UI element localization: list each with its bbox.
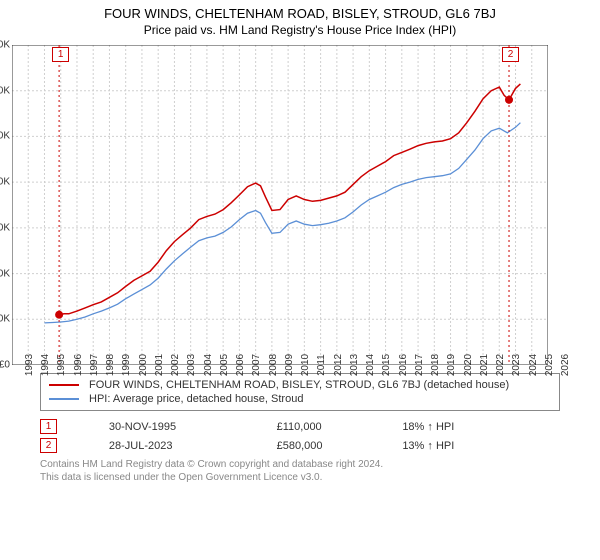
marker-number-badge: 1 xyxy=(40,419,57,434)
x-axis-label: 2026 xyxy=(548,354,571,376)
marker-date-cell: 28-JUL-2023 xyxy=(109,436,277,455)
chart-title-main: FOUR WINDS, CHELTENHAM ROAD, BISLEY, STR… xyxy=(0,0,600,21)
legend-item: HPI: Average price, detached house, Stro… xyxy=(49,392,551,406)
legend: FOUR WINDS, CHELTENHAM ROAD, BISLEY, STR… xyxy=(40,373,560,411)
sale-marker-badge: 1 xyxy=(52,47,69,62)
marker-num-cell: 1 xyxy=(40,417,109,436)
y-axis-label: £200K xyxy=(0,268,12,279)
marker-delta-cell: 13% ↑ HPI xyxy=(402,436,540,455)
series-line-hpi xyxy=(45,123,521,323)
y-axis-label: £500K xyxy=(0,131,12,142)
y-axis-label: £100K xyxy=(0,314,12,325)
footer-attribution: Contains HM Land Registry data © Crown c… xyxy=(40,459,560,484)
chart-plot-area: £0£100K£200K£300K£400K£500K£600K£700K199… xyxy=(12,45,548,365)
y-axis-label: £300K xyxy=(0,222,12,233)
legend-item: FOUR WINDS, CHELTENHAM ROAD, BISLEY, STR… xyxy=(49,378,551,392)
sale-marker-dot xyxy=(505,96,513,104)
series-line-property xyxy=(59,84,520,315)
sale-marker-badge: 2 xyxy=(502,47,519,62)
marker-price-cell: £580,000 xyxy=(277,436,403,455)
marker-delta-cell: 18% ↑ HPI xyxy=(402,417,540,436)
marker-num-cell: 2 xyxy=(40,436,109,455)
footer-line-1: Contains HM Land Registry data © Crown c… xyxy=(40,459,383,470)
chart-title-sub: Price paid vs. HM Land Registry's House … xyxy=(0,21,600,37)
chart-svg xyxy=(12,45,548,365)
marker-row: 1 30-NOV-1995£110,00018% ↑ HPI xyxy=(40,417,540,436)
marker-row: 2 28-JUL-2023£580,00013% ↑ HPI xyxy=(40,436,540,455)
marker-number-badge: 2 xyxy=(40,438,57,453)
sale-marker-dot xyxy=(55,311,63,319)
legend-swatch xyxy=(49,398,79,400)
legend-label: FOUR WINDS, CHELTENHAM ROAD, BISLEY, STR… xyxy=(89,379,509,391)
y-axis-label: £600K xyxy=(0,85,12,96)
legend-swatch xyxy=(49,384,79,386)
marker-date-cell: 30-NOV-1995 xyxy=(109,417,277,436)
legend-label: HPI: Average price, detached house, Stro… xyxy=(89,393,303,405)
marker-price-cell: £110,000 xyxy=(277,417,403,436)
y-axis-label: £700K xyxy=(0,40,12,51)
y-axis-label: £400K xyxy=(0,177,12,188)
y-axis-label: £0 xyxy=(0,360,12,371)
footer-line-2: This data is licensed under the Open Gov… xyxy=(40,472,322,483)
marker-details-table: 1 30-NOV-1995£110,00018% ↑ HPI 2 28-JUL-202… xyxy=(40,417,540,455)
